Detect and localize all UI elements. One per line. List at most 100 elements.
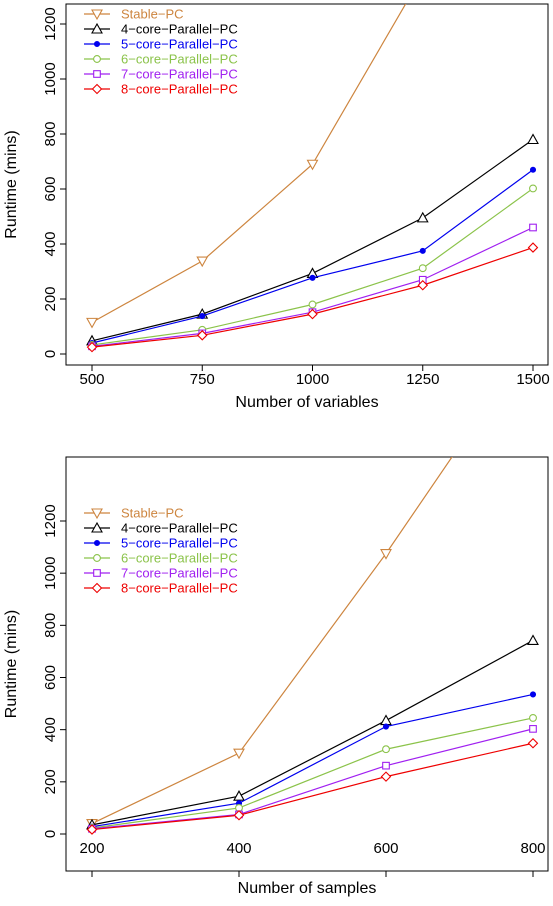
data-point [233,790,245,801]
legend-marker [91,83,103,95]
legend-marker [93,40,101,48]
legend-label: Stable−PC [121,7,184,22]
legend-label: 5−core−Parallel−PC [121,37,238,52]
series-line [91,457,453,825]
legend-label: 5−core−Parallel−PC [121,536,238,551]
y-tick-label: 1000 [42,556,59,589]
legend-label: 4−core−Parallel−PC [121,22,238,37]
legend-marker [91,9,103,21]
legend-marker [93,70,101,78]
x-tick-label: 500 [79,371,104,388]
legend-marker [91,521,103,533]
data-point [380,549,392,560]
data-point [233,748,245,760]
series-line [91,226,534,347]
legend-label: 6−core−Parallel−PC [121,551,238,566]
x-tick-label: 1000 [296,371,329,388]
runtime-vs-variables-chart: 500 750 1000 1250 1500 0 200 400 600 800 1000 1200 N… [3,3,550,411]
legend-label: 8−core−Parallel−PC [121,82,238,97]
data-point [86,317,98,329]
x-axis-label: Number of samples [238,880,377,897]
data-point [382,723,390,730]
plot-frame [65,3,549,366]
data-point [199,312,206,320]
data-point [529,713,537,722]
data-point [307,308,318,320]
data-point [196,330,208,341]
data-point [419,247,426,254]
data-point [529,691,537,698]
y-tick-label: 0 [42,350,59,358]
series-line [91,639,534,826]
data-point [306,159,319,171]
data-point [380,771,392,782]
data-point [380,714,392,726]
plot-frame [65,456,549,872]
legend-marker [91,22,103,34]
legend-label: 7−core−Parallel−PC [121,566,238,581]
series-group [86,4,539,353]
series-line [91,187,534,346]
data-point [382,745,390,754]
x-tick-label: 200 [79,840,104,857]
y-axis-label: Runtime (mins) [3,610,20,718]
y-tick-label: 0 [42,830,59,838]
y-tick-label: 600 [42,176,59,201]
legend-marker [93,539,101,547]
x-tick-label: 1500 [516,371,549,388]
data-point [529,184,537,193]
legend: Stable−PC4−core−Parallel−PC5−core−Parall… [84,506,238,596]
x-tick-label: 750 [190,371,215,388]
data-point [527,242,539,253]
data-point [417,279,429,291]
legend-label: 4−core−Parallel−PC [121,521,238,536]
data-point [308,300,317,309]
legend: Stable−PC4−core−Parallel−PC5−core−Parall… [84,7,238,97]
legend-marker [91,508,103,520]
data-point [527,634,539,646]
data-point [86,341,98,353]
y-axis-label: Runtime (mins) [3,130,20,238]
data-point [382,761,390,770]
series-group [86,457,539,835]
x-tick-label: 800 [520,840,545,857]
x-tick-label: 400 [226,840,251,857]
data-point [527,737,539,749]
y-tick-label: 1000 [42,62,59,95]
y-tick-label: 200 [42,769,59,794]
data-point [233,809,245,821]
legend-label: 7−core−Parallel−PC [121,67,238,82]
data-point [529,223,537,232]
series-line [91,742,534,831]
y-tick-label: 800 [42,613,59,638]
data-point [418,264,427,273]
legend-label: 6−core−Parallel−PC [121,52,238,67]
x-tick-label: 1250 [406,371,439,388]
x-axis-label: Number of variables [235,394,378,411]
legend-marker [93,55,101,63]
legend-marker [93,569,101,577]
legend-marker [93,554,101,562]
legend-label: 8−core−Parallel−PC [121,581,238,596]
data-point [527,133,539,145]
y-tick-label: 800 [42,121,59,146]
y-tick-label: 600 [42,665,59,690]
data-point [86,824,98,835]
legend-label: Stable−PC [121,506,184,521]
y-tick-label: 200 [42,286,59,311]
y-tick-label: 400 [42,231,59,256]
series-line [91,717,534,829]
y-tick-label: 1200 [42,7,59,40]
y-tick-label: 1200 [42,504,59,537]
x-tick-label: 600 [373,840,398,857]
data-point [416,211,429,223]
data-point [529,166,537,173]
series-line [91,728,534,830]
legend-marker [91,582,103,594]
data-point [196,256,209,268]
series-line [91,693,534,828]
data-point [309,274,316,281]
y-tick-label: 400 [42,717,59,742]
runtime-vs-samples-chart: 200 400 600 800 0 200 400 600 800 1000 1200 Number … [3,456,549,897]
